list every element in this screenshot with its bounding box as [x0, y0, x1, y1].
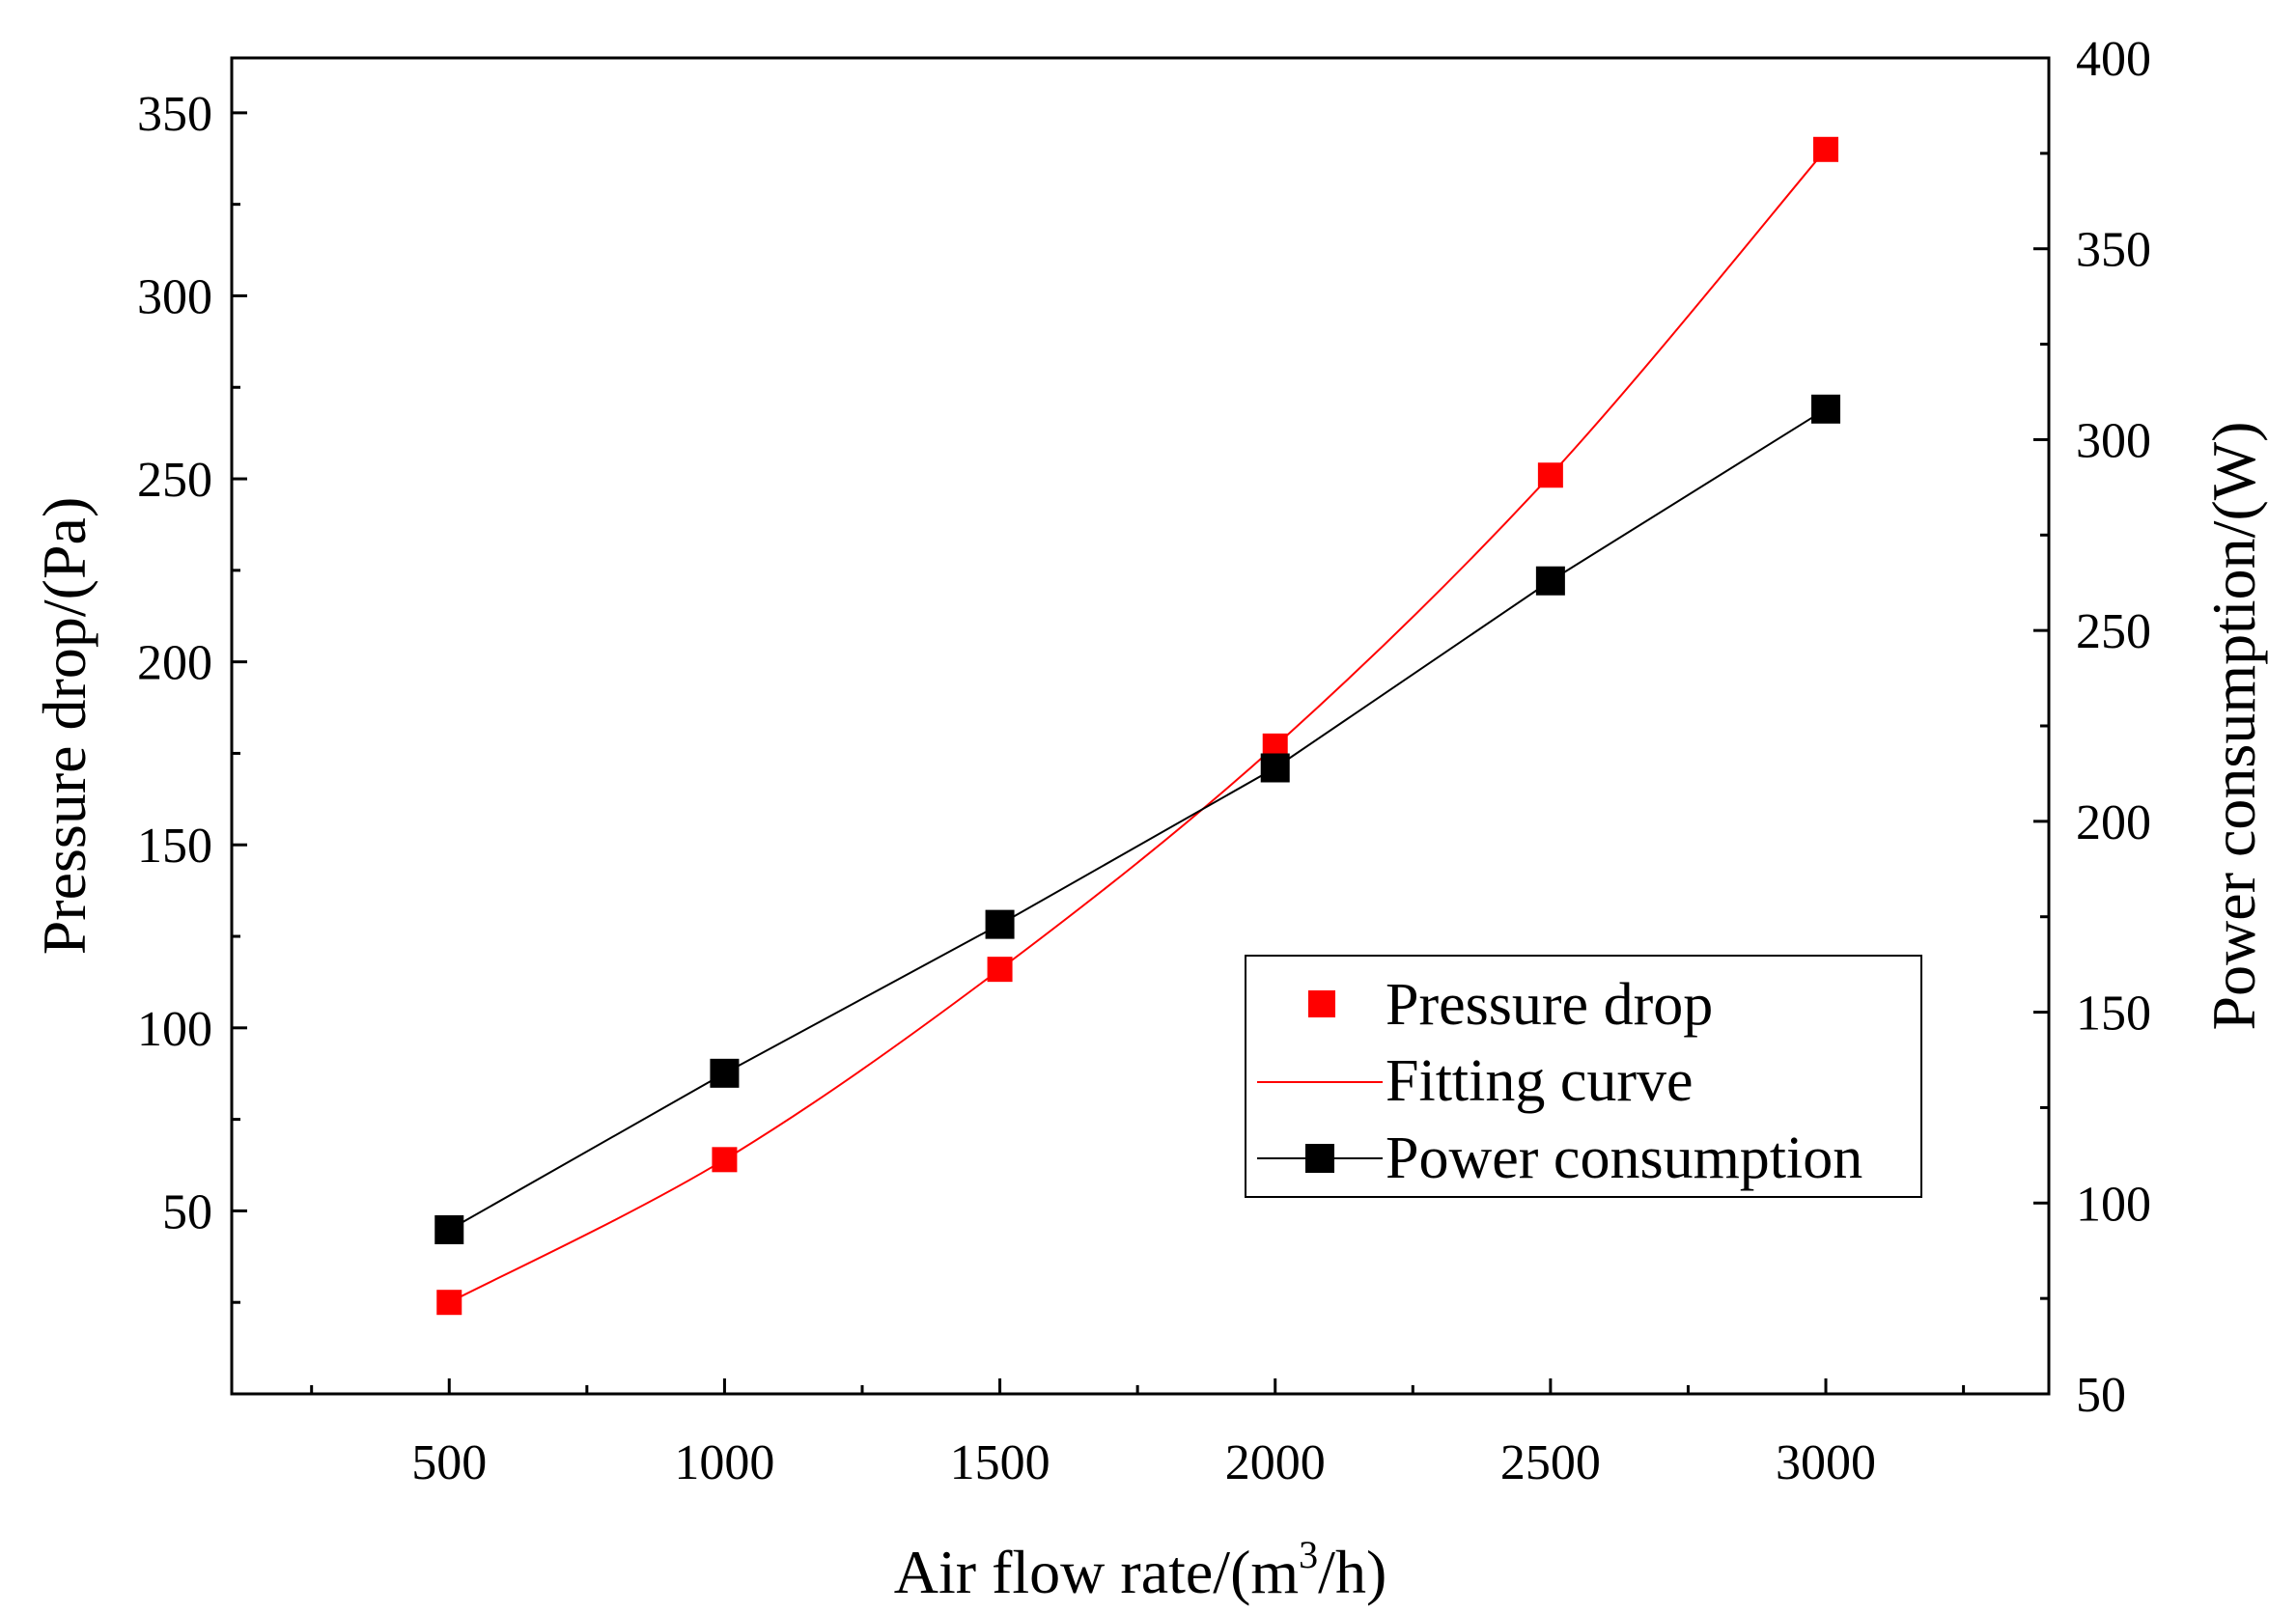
power-consumption-marker: [1535, 566, 1565, 596]
pressure-drop-marker: [1537, 462, 1563, 488]
x-tick-label: 2000: [1225, 1435, 1326, 1490]
power-consumption-line: [448, 407, 1827, 1231]
x-tick-label: 2500: [1500, 1435, 1601, 1490]
y-right-tick-label: 150: [2076, 987, 2151, 1042]
y-left-tick-label: 200: [137, 636, 212, 691]
y-right-tick-label: 50: [2076, 1368, 2126, 1423]
y-left-tick-label: 350: [137, 87, 212, 142]
y-right-tick-label: 200: [2076, 795, 2151, 850]
x-tick-label: 500: [411, 1435, 487, 1490]
pressure-drop-marker: [987, 957, 1013, 983]
power-consumption-marker: [434, 1214, 464, 1244]
pressure-drop-marker: [1813, 136, 1839, 162]
y-left-tick-label: 100: [137, 1002, 212, 1057]
x-axis-title: Air flow rate/(m3/h): [894, 1533, 1387, 1606]
y-left-axis-title: Pressure drop/(Pa): [30, 497, 98, 956]
legend: Pressure drop Fitting curve Power consum…: [1245, 955, 1922, 1198]
x-tick-label: 1000: [674, 1435, 774, 1490]
legend-fitting-label: Fitting curve: [1386, 1048, 1694, 1114]
y-left-tick-label: 300: [137, 269, 212, 324]
power-consumption-marker: [710, 1058, 740, 1088]
y-right-tick-label: 300: [2076, 413, 2151, 468]
x-axis-ticks: 500 1000 1500 2000 2500 3000: [310, 1378, 1966, 1490]
pressure-drop-marker: [712, 1147, 738, 1173]
y-right-tick-label: 400: [2076, 32, 2151, 87]
power-consumption-marker: [1811, 394, 1841, 424]
legend-power-marker: [1305, 1144, 1334, 1173]
y-right-tick-label: 350: [2076, 223, 2151, 278]
x-tick-label: 1500: [950, 1435, 1050, 1490]
pressure-drop-marker: [436, 1290, 462, 1316]
y-right-axis-title: Power consumption/(W): [2199, 422, 2268, 1031]
legend-pressure-label: Pressure drop: [1386, 972, 1713, 1038]
power-consumption-marker: [1260, 753, 1290, 783]
y-left-axis-ticks: 50 100 150 200 250 300 350: [137, 87, 247, 1304]
legend-pressure-marker: [1308, 990, 1335, 1017]
y-left-tick-label: 250: [137, 453, 212, 508]
power-consumption-marker: [985, 909, 1015, 939]
y-left-tick-label: 150: [137, 819, 212, 874]
x-tick-label: 3000: [1776, 1435, 1876, 1490]
y-right-tick-label: 100: [2076, 1177, 2151, 1232]
series-layer: [434, 136, 1841, 1316]
y-left-tick-label: 50: [162, 1184, 212, 1239]
y-right-axis-ticks: 50 100 150 200 250 300 350 400: [2033, 32, 2151, 1423]
legend-box: [1245, 955, 1922, 1198]
y-right-tick-label: 250: [2076, 604, 2151, 659]
legend-power-label: Power consumption: [1386, 1126, 1862, 1191]
